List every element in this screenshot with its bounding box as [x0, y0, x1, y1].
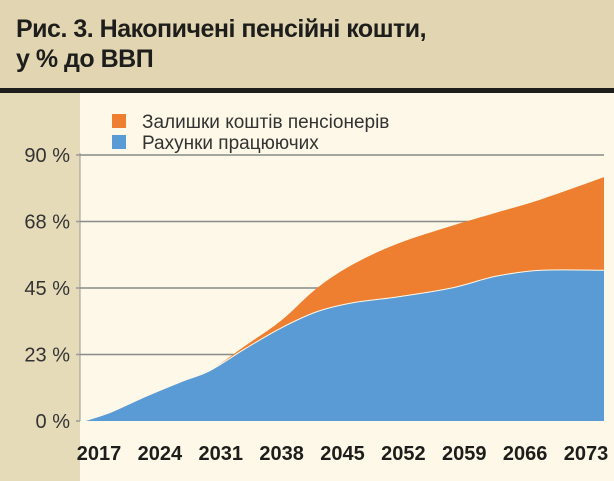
- chart-title: Рис. 3. Накопичені пенсійні кошти, у % д…: [16, 14, 427, 74]
- x-tick-label: 2038: [259, 443, 304, 465]
- y-tick-label: 68 %: [24, 212, 70, 234]
- x-tick-label: 2052: [381, 443, 426, 465]
- legend: Залишки коштів пенсіонерів Рахунки працю…: [112, 112, 389, 154]
- y-tick-label: 23 %: [24, 345, 70, 367]
- chart-header: Рис. 3. Накопичені пенсійні кошти, у % д…: [0, 0, 614, 88]
- chart-title-line-1: Рис. 3. Накопичені пенсійні кошти,: [16, 15, 427, 43]
- x-tick-label: 2031: [199, 443, 244, 465]
- x-tick-label: 2066: [503, 443, 548, 465]
- header-divider: [0, 88, 614, 93]
- legend-label-workers: Рахунки працюючих: [142, 133, 319, 154]
- area-series-workers: [84, 269, 604, 421]
- x-tick-label: 2045: [320, 443, 365, 465]
- legend-swatch-workers: [112, 135, 126, 149]
- x-tick-label: 2024: [138, 443, 183, 465]
- legend-swatch-pensioners: [112, 114, 126, 128]
- chart-title-line-2: у % до ВВП: [16, 45, 154, 73]
- y-tick-label: 45 %: [24, 278, 70, 300]
- y-tick-label: 0 %: [36, 411, 71, 433]
- y-tick-label: 90 %: [24, 145, 70, 167]
- legend-label-pensioners: Залишки коштів пенсіонерів: [142, 112, 389, 133]
- x-tick-label: 2017: [77, 443, 122, 465]
- x-tick-label: 2073: [564, 443, 609, 465]
- series-boundary-line: [83, 269, 605, 422]
- x-tick-label: 2059: [442, 443, 487, 465]
